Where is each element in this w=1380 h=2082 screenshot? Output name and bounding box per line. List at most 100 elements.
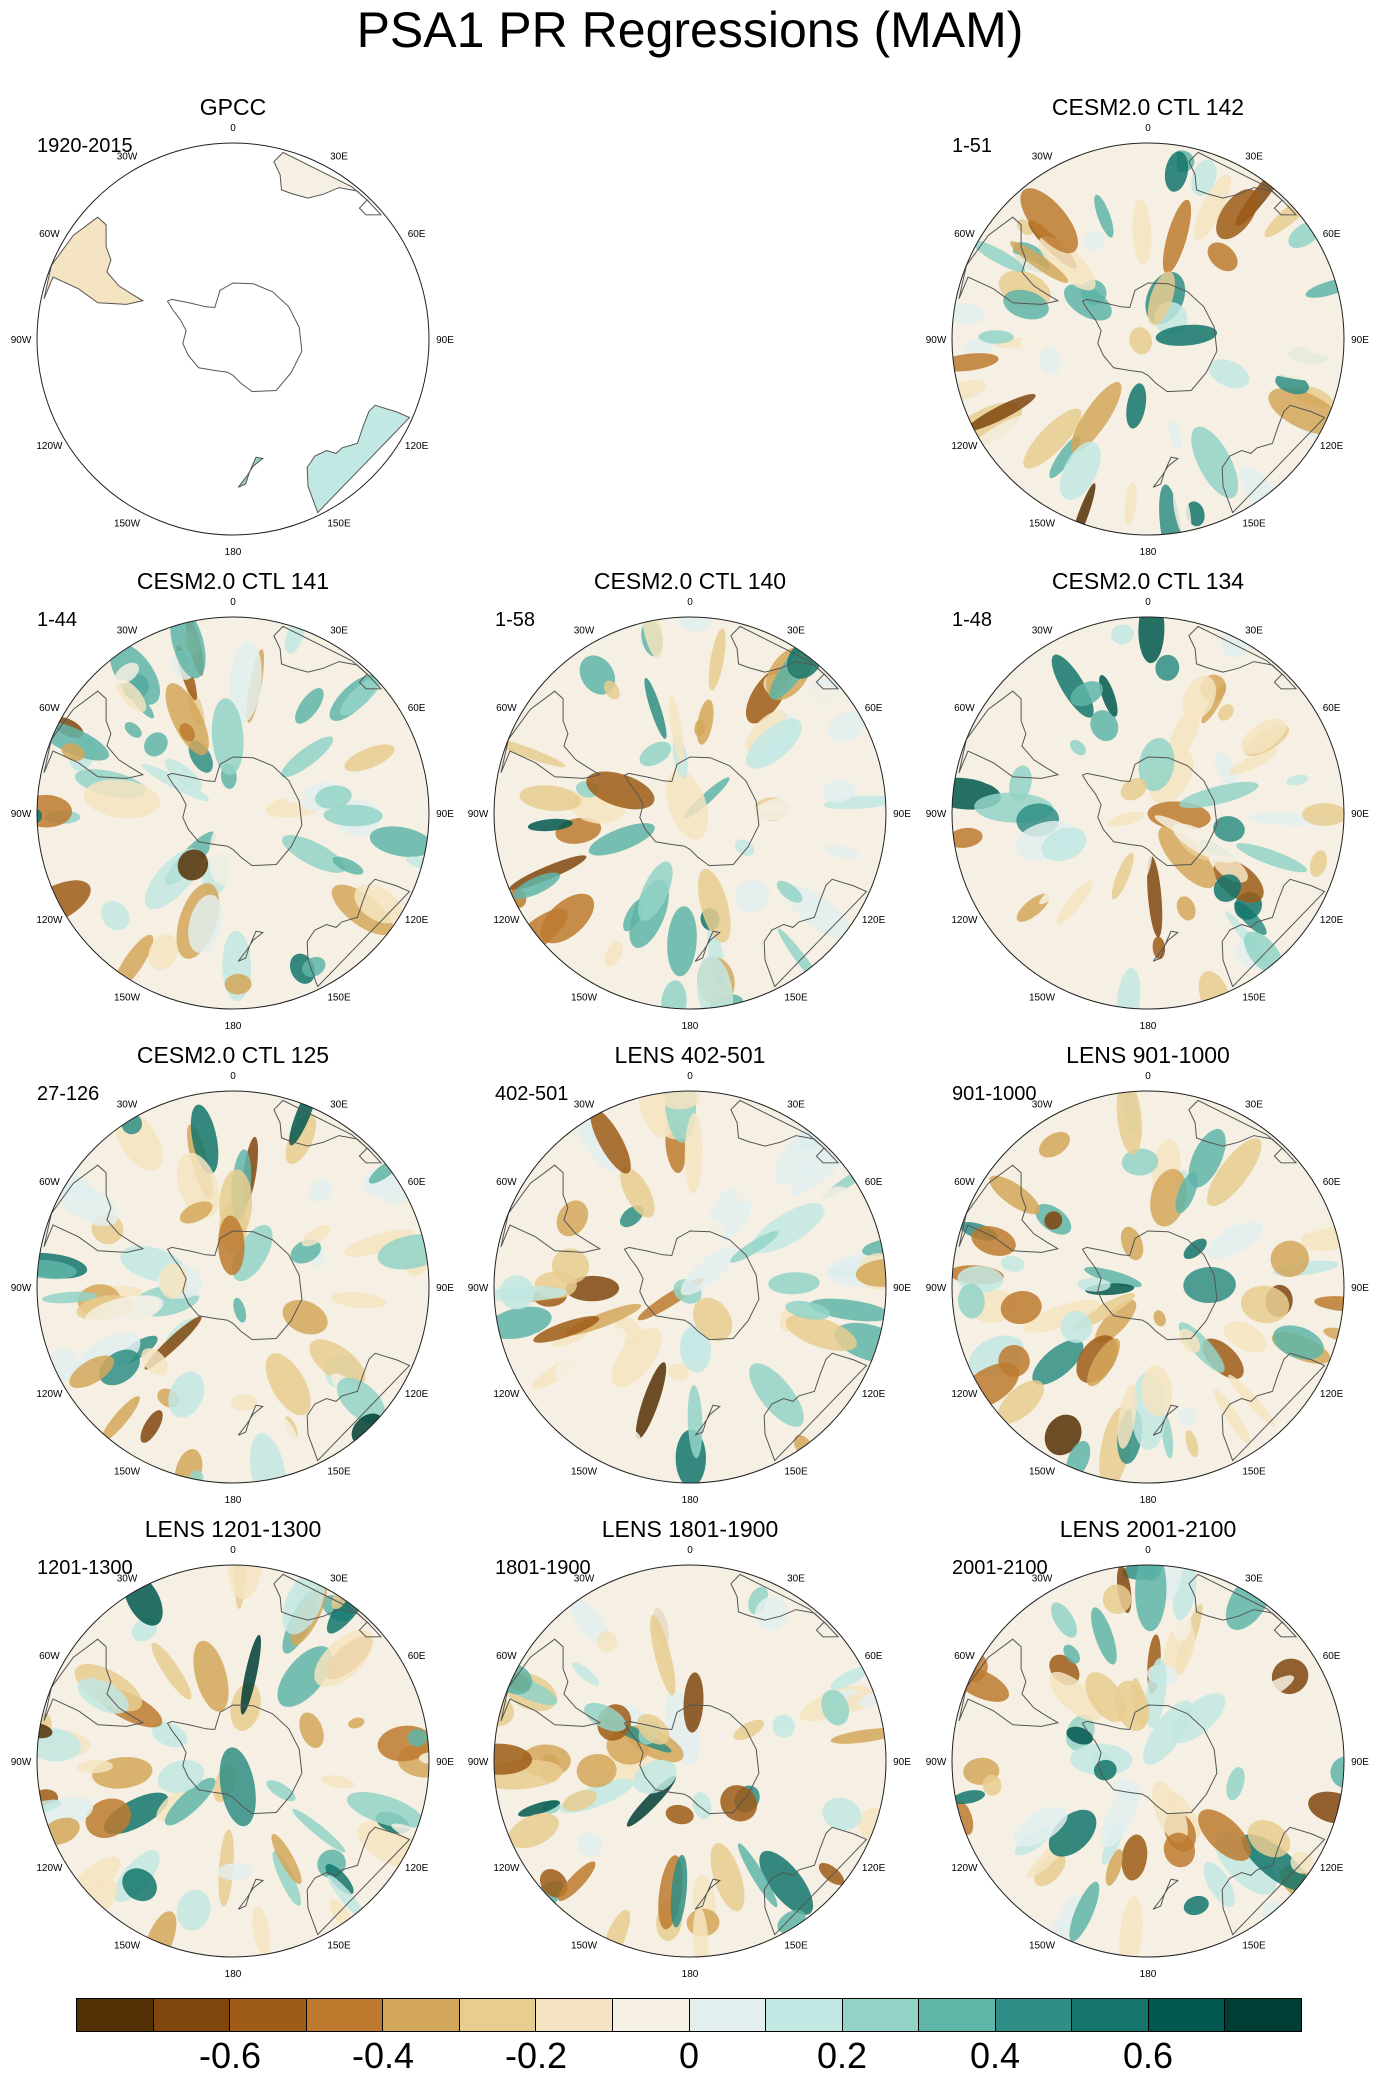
map-boundary	[951, 1090, 1345, 1484]
regression-anomaly	[141, 1348, 168, 1375]
longitude-label: 120W	[951, 1389, 978, 1400]
regression-anomaly	[272, 1850, 302, 1907]
regression-anomaly	[159, 1263, 188, 1299]
regression-anomaly	[1270, 1240, 1309, 1278]
longitude-label: 60E	[1323, 1177, 1341, 1188]
regression-anomaly	[1330, 1756, 1344, 1789]
regression-anomaly	[340, 676, 381, 716]
coastline	[237, 1404, 264, 1436]
colorbar-segment	[459, 1999, 537, 2031]
regression-anomaly	[733, 1719, 765, 1741]
regression-anomaly	[1236, 843, 1308, 873]
longitude-label: 150W	[571, 1467, 598, 1478]
regression-anomaly	[418, 1752, 429, 1764]
colorbar-segment	[1072, 1999, 1149, 2031]
longitude-label: 30W	[574, 1573, 595, 1584]
regression-anomaly	[1191, 426, 1239, 499]
regression-anomaly	[1183, 1895, 1209, 1916]
regression-anomaly	[822, 1797, 862, 1831]
regression-anomaly	[573, 1192, 633, 1243]
regression-anomaly	[520, 1245, 543, 1276]
longitude-label: 60E	[1323, 703, 1341, 714]
longitude-label: 0	[687, 1071, 693, 1082]
map-boundary	[493, 616, 887, 1010]
regression-anomaly	[696, 699, 714, 745]
panel-title-lens1801: LENS 1801-1900	[601, 1516, 779, 1542]
regression-anomaly	[1087, 1338, 1121, 1387]
panel-range-lens901: 901-1000	[952, 1083, 1037, 1105]
longitude-label: 90W	[926, 1283, 947, 1294]
regression-anomaly	[737, 1843, 778, 1908]
coastline	[273, 1099, 370, 1151]
longitude-label: 150E	[784, 993, 808, 1004]
coastline	[358, 1147, 383, 1164]
coastline	[43, 690, 145, 779]
regression-anomaly	[1176, 896, 1196, 921]
regression-anomaly	[233, 1297, 247, 1323]
regression-anomaly	[144, 732, 168, 757]
longitude-label: 30W	[117, 1099, 138, 1110]
colorbar-segment	[383, 1999, 460, 2031]
regression-anomaly	[494, 1743, 533, 1775]
regression-anomaly	[698, 868, 731, 943]
longitude-label: 150E	[327, 1467, 351, 1478]
regression-anomaly	[1070, 382, 1122, 453]
regression-anomaly	[37, 1259, 77, 1280]
regression-anomaly	[348, 1717, 365, 1729]
regression-anomaly	[1206, 1221, 1263, 1259]
regression-anomaly	[1155, 324, 1218, 346]
regression-anomaly	[315, 785, 352, 809]
regression-anomaly	[309, 1179, 332, 1203]
regression-anomaly	[1241, 718, 1287, 755]
regression-anomaly	[768, 1272, 820, 1295]
regression-anomaly	[687, 1385, 703, 1459]
longitude-label: 120W	[493, 1389, 520, 1400]
longitude-label: 90E	[1351, 809, 1369, 820]
regression-anomaly	[830, 1728, 886, 1744]
panel-title-lens2001: LENS 2001-2100	[1059, 1516, 1237, 1542]
longitude-label: 30E	[330, 625, 348, 636]
coastline	[500, 1638, 602, 1727]
regression-anomaly	[588, 823, 655, 856]
coastline	[763, 878, 868, 988]
regression-anomaly	[38, 721, 109, 761]
regression-anomaly	[1214, 752, 1238, 786]
longitude-label: 180	[225, 1495, 242, 1506]
longitude-label: 30W	[117, 151, 138, 162]
regression-anomaly	[1151, 1781, 1188, 1844]
regression-anomaly	[1116, 1091, 1142, 1155]
regression-anomaly	[211, 698, 244, 776]
longitude-label: 30W	[1032, 625, 1053, 636]
longitude-label: 60E	[865, 1651, 883, 1662]
longitude-label: 150W	[1029, 993, 1056, 1004]
longitude-label: 60E	[1323, 229, 1341, 240]
regression-anomaly	[1093, 1759, 1117, 1781]
coastline	[694, 930, 721, 962]
colorbar-segment	[919, 1999, 996, 2031]
longitude-label: 60W	[954, 1651, 975, 1662]
longitude-label: 90E	[436, 809, 454, 820]
regression-anomaly	[1256, 1675, 1295, 1700]
longitude-label: 150E	[1242, 519, 1266, 530]
regression-anomaly	[1070, 739, 1086, 756]
panel-title-ctl141: CESM2.0 CTL 141	[136, 568, 330, 594]
panel-title-lens402: LENS 402-501	[614, 1042, 766, 1068]
longitude-label: 60W	[954, 703, 975, 714]
longitude-label: 180	[225, 547, 242, 558]
longitude-label: 150W	[114, 519, 141, 530]
regression-anomaly	[527, 818, 573, 832]
longitude-label: 0	[687, 597, 693, 608]
longitude-label: 90W	[468, 1757, 489, 1768]
regression-anomaly	[1203, 1861, 1235, 1908]
longitude-label: 30W	[117, 1573, 138, 1584]
regression-anomaly	[1051, 1602, 1077, 1638]
regression-anomaly	[821, 1186, 853, 1216]
longitude-label: 120W	[493, 915, 520, 926]
regression-anomaly	[281, 736, 334, 778]
regression-anomaly	[1069, 1881, 1100, 1942]
regression-anomaly	[692, 1906, 709, 1957]
regression-anomaly	[165, 683, 209, 756]
regression-anomaly	[1094, 194, 1114, 238]
